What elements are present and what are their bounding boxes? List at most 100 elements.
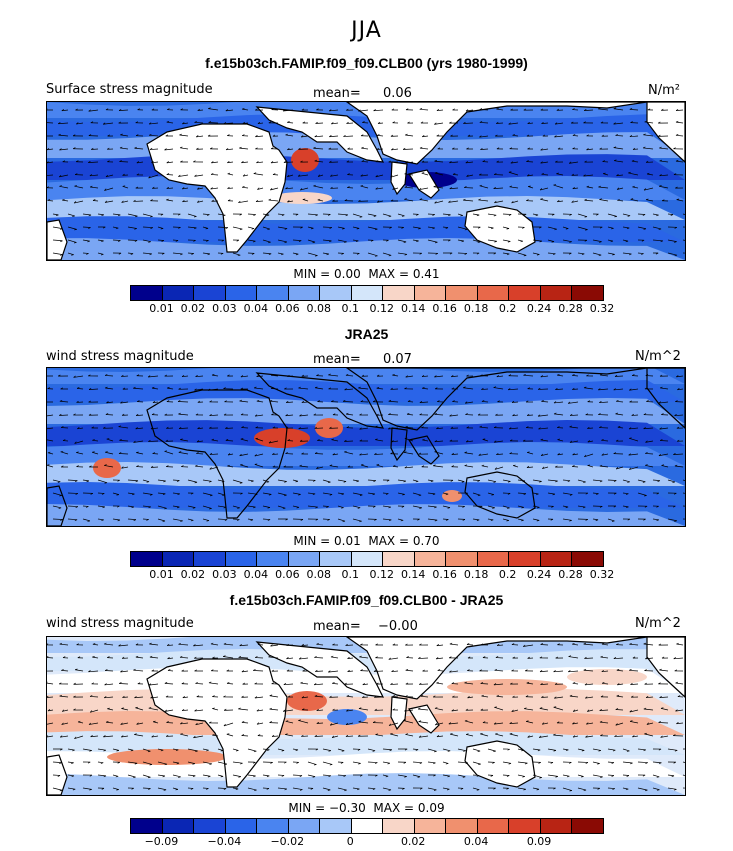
wind-arrow-head xyxy=(466,147,469,150)
wind-arrow-head xyxy=(661,413,664,415)
wind-arrow xyxy=(62,709,69,712)
wind-arrow-head xyxy=(436,108,440,111)
colorbar-swatch xyxy=(414,552,447,566)
wind-arrow xyxy=(136,414,144,416)
wind-arrow-head xyxy=(102,226,106,229)
wind-arrow-head xyxy=(433,185,437,188)
wind-arrow xyxy=(541,173,549,176)
wind-arrow-head xyxy=(332,708,335,711)
wind-arrow-head xyxy=(419,682,422,685)
wind-arrow-head xyxy=(59,789,63,792)
wind-arrow-head xyxy=(225,426,228,429)
wind-arrow xyxy=(172,492,180,495)
wind-arrow-head xyxy=(227,160,230,164)
wind-arrow xyxy=(622,505,629,508)
wind-arrow-head xyxy=(269,707,273,710)
wind-arrow xyxy=(367,252,378,257)
wind-arrow-head xyxy=(492,762,495,764)
wind-arrow xyxy=(583,174,594,177)
wind-arrow-head xyxy=(57,775,61,777)
wind-arrow-head xyxy=(120,401,123,404)
wind-arrow xyxy=(107,708,114,711)
wind-arrow-head xyxy=(222,494,225,496)
colorbar-tick-label: 0.06 xyxy=(275,568,300,581)
wind-arrow xyxy=(104,683,114,686)
wind-arrow xyxy=(676,375,684,378)
wind-arrow xyxy=(466,644,474,646)
wind-arrow-head xyxy=(91,147,94,150)
wind-arrow-head xyxy=(100,762,104,764)
wind-arrow xyxy=(307,774,316,777)
wind-arrow-head xyxy=(178,776,181,778)
wind-arrow-head xyxy=(134,733,137,735)
wind-arrow-head xyxy=(166,173,170,175)
wind-arrow-head xyxy=(675,681,679,684)
wind-arrow xyxy=(256,375,264,378)
wind-arrow xyxy=(142,213,153,217)
wind-arrow-head xyxy=(116,505,120,508)
wind-arrow xyxy=(135,427,144,430)
wind-arrow xyxy=(361,147,369,150)
wind-arrow-head xyxy=(572,465,575,467)
wind-arrow-head xyxy=(466,643,470,645)
wind-arrow xyxy=(316,643,324,646)
wind-arrow-head xyxy=(236,239,240,242)
wind-arrow xyxy=(542,722,549,725)
wind-arrow xyxy=(301,135,309,138)
wind-arrow-head xyxy=(344,682,347,685)
wind-arrow xyxy=(256,161,264,164)
wind-arrow xyxy=(377,122,384,124)
wind-arrow-head xyxy=(644,669,647,671)
wind-arrow xyxy=(493,387,504,390)
wind-arrow-head xyxy=(130,253,134,255)
wind-arrow-head xyxy=(179,146,183,149)
wind-arrow-head xyxy=(403,480,407,483)
wind-arrow xyxy=(60,451,69,455)
wind-arrow-head xyxy=(494,200,497,203)
wind-arrow-head xyxy=(75,506,79,508)
wind-arrow-head xyxy=(315,214,318,217)
wind-arrow xyxy=(427,761,436,764)
wind-arrow-head xyxy=(645,464,648,466)
panel2-max-value: 0.70 xyxy=(412,534,440,548)
wind-arrow xyxy=(674,465,684,468)
wind-arrow-head xyxy=(647,108,651,111)
wind-arrow-head xyxy=(206,749,209,752)
wind-arrow-head xyxy=(449,414,452,417)
wind-arrow xyxy=(436,109,444,112)
wind-arrow-head xyxy=(175,789,179,791)
wind-arrow-head xyxy=(360,400,364,403)
wind-arrow-head xyxy=(346,121,349,124)
wind-arrow-head xyxy=(405,161,408,164)
wind-arrow-head xyxy=(658,401,662,404)
wind-arrow xyxy=(637,252,644,254)
wind-arrow xyxy=(226,683,234,685)
wind-arrow xyxy=(52,226,63,229)
wind-arrow-head xyxy=(227,172,231,175)
wind-arrow-head xyxy=(658,682,661,685)
wind-arrow xyxy=(419,199,429,202)
wind-arrow-head xyxy=(643,133,646,136)
wind-arrow-head xyxy=(253,506,256,509)
wind-arrow xyxy=(59,185,69,189)
wind-arrow-head xyxy=(539,777,542,779)
wind-arrow-head xyxy=(616,174,619,177)
wind-arrow-head xyxy=(536,788,540,791)
wind-arrow-head xyxy=(47,643,49,645)
colorbar-tick-label: 0.04 xyxy=(463,835,489,848)
wind-arrow-head xyxy=(181,374,185,377)
wind-arrow-head xyxy=(121,413,125,416)
wind-arrow-head xyxy=(164,709,168,712)
wind-arrow xyxy=(404,186,414,189)
wind-arrow xyxy=(106,721,114,724)
wind-arrow xyxy=(572,135,579,137)
wind-arrow-head xyxy=(314,386,318,389)
wind-arrow-head xyxy=(341,750,345,752)
wind-arrow-head xyxy=(88,722,92,725)
wind-arrow-head xyxy=(659,146,662,149)
wind-arrow-head xyxy=(88,227,91,229)
wind-arrow-head xyxy=(221,239,225,242)
wind-arrow-head xyxy=(190,519,194,522)
wind-arrow-head xyxy=(92,451,95,453)
wind-arrow-head xyxy=(86,480,90,483)
